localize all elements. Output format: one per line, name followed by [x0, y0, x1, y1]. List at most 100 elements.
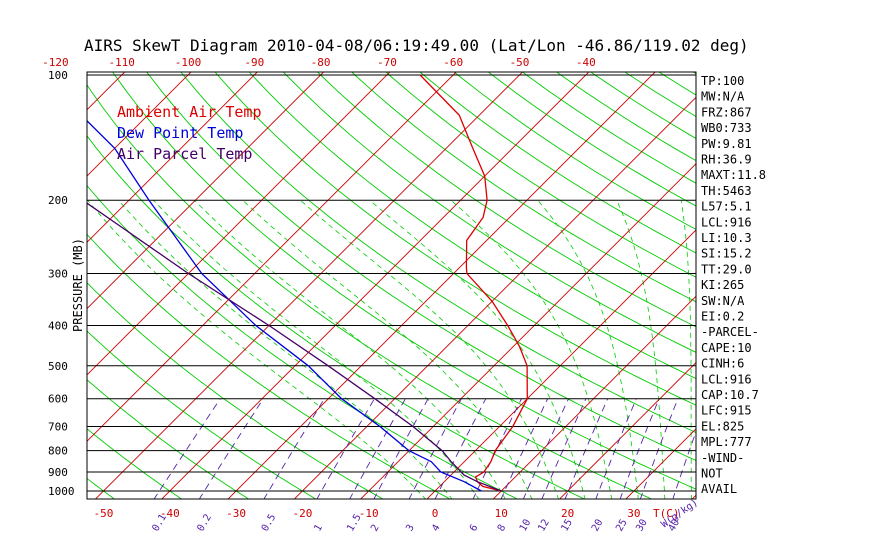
- mixing-ratio-label: 1: [312, 523, 325, 534]
- top-temp-tick-label: -100: [175, 56, 202, 69]
- isotherm-line: [426, 229, 696, 499]
- dry-adiabat-line: [87, 84, 653, 499]
- isotherm-line: [87, 72, 325, 310]
- mixing-ratio-line: [434, 398, 487, 499]
- side-panel-stat: EI:0.2: [701, 310, 744, 324]
- dry-adiabat-line: [180, 72, 696, 434]
- isotherm-line: [94, 72, 524, 499]
- top-temp-tick-label: -70: [377, 56, 397, 69]
- side-panel-stat: SI:15.2: [701, 247, 752, 261]
- mixing-ratio-label: 12: [536, 518, 552, 534]
- dry-adiabat-line: [316, 72, 696, 328]
- side-panel-stat: TT:29.0: [701, 262, 752, 276]
- pressure-tick-label: 200: [48, 194, 68, 207]
- mixing-ratio-line: [408, 398, 462, 499]
- bottom-temp-tick-label: 20: [561, 507, 574, 520]
- side-panel-stat: CINH:6: [701, 357, 744, 371]
- pressure-tick-label: 600: [48, 393, 68, 406]
- side-panel-stat: LCL:916: [701, 372, 752, 386]
- side-panel-stat: AVAIL: [701, 482, 737, 496]
- side-panel-stat: KI:265: [701, 278, 744, 292]
- dry-adiabat-line: [521, 72, 696, 184]
- moist-adiabat-line: [87, 199, 426, 499]
- side-panel-stat: RH:36.9: [701, 153, 752, 167]
- pressure-tick-label: 1000: [48, 485, 75, 498]
- moist-adiabat-line: [194, 199, 506, 499]
- side-panel-stat: MW:N/A: [701, 90, 745, 104]
- top-temp-tick-label: -50: [510, 56, 530, 69]
- mixing-ratio-label: 30: [634, 518, 650, 534]
- side-panel-stat: LCL:916: [701, 215, 752, 229]
- mixing-ratio-label: 6: [468, 523, 481, 534]
- side-panel-stat: CAP:10.7: [701, 388, 759, 402]
- dry-adiabat-line: [214, 72, 696, 406]
- isotherm-line: [87, 72, 192, 177]
- side-panel-stat: PW:9.81: [701, 137, 752, 151]
- moist-adiabat-line: [242, 199, 533, 499]
- dry-adiabat-line: [87, 379, 250, 499]
- bottom-temp-tick-label: 30: [627, 507, 640, 520]
- parcel-temp-line: [87, 202, 502, 492]
- isotherm-line: [758, 56, 870, 500]
- moist-adiabat-line: [118, 199, 453, 499]
- moist-adiabat-line: [153, 199, 480, 499]
- dry-adiabat-line: [87, 233, 452, 499]
- side-panel-stat: NOT: [701, 467, 723, 481]
- isotherm-line: [293, 96, 696, 499]
- isotherm-line: [360, 163, 696, 499]
- dry-adiabat-line: [87, 282, 384, 499]
- mixing-ratio-line: [522, 398, 570, 499]
- isotherm-line: [0, 56, 8, 500]
- side-panel-stat: WB0:733: [701, 121, 752, 135]
- mixing-ratio-line: [541, 398, 587, 499]
- grid-layer: [0, 56, 870, 500]
- isotherm-line: [87, 72, 391, 376]
- isotherm-line: [87, 72, 258, 243]
- bottom-temp-tick-label: -40: [160, 507, 180, 520]
- side-panel-stat: LFC:915: [701, 404, 752, 418]
- chart-title: AIRS SkewT Diagram 2010-04-08/06:19:49.0…: [84, 36, 749, 55]
- mixing-ratio-line: [595, 398, 637, 499]
- moist-adiabat-line: [680, 200, 692, 499]
- dry-adiabat-line: [0, 56, 48, 500]
- pressure-tick-label: 800: [48, 445, 68, 458]
- moist-adiabat-line: [616, 200, 666, 499]
- isotherm-line: [87, 72, 457, 442]
- dry-adiabat-line: [87, 135, 586, 499]
- dry-adiabat-line: [146, 72, 696, 461]
- dry-adiabat-line: [87, 330, 317, 499]
- mixing-ratio-line: [639, 398, 679, 499]
- bottom-temp-tick-label: 10: [495, 507, 508, 520]
- mixing-ratio-label: 2: [369, 523, 382, 534]
- mixing-ratio-line: [564, 398, 609, 499]
- dry-adiabat-line: [385, 72, 696, 278]
- mixing-ratio-label: 4: [430, 523, 443, 534]
- dry-adiabat-line: [112, 72, 696, 490]
- top-temp-tick-label: -120: [42, 56, 69, 69]
- isotherm-line: [492, 295, 696, 499]
- frame-layer: [86, 71, 697, 500]
- side-panel-stat: LI:10.3: [701, 231, 752, 245]
- dry-adiabat-line: [87, 184, 519, 499]
- series-layer: [87, 74, 528, 492]
- y-axis-label: PRESSURE (MB): [71, 238, 85, 332]
- mixing-ratio-label: 10: [518, 518, 534, 534]
- pressure-tick-label: 500: [48, 360, 68, 373]
- side-panel-stat: L57:5.1: [701, 200, 752, 214]
- top-temp-tick-label: -90: [244, 56, 264, 69]
- pressure-tick-label: 700: [48, 421, 68, 434]
- mixing-ratio-label: 40: [667, 518, 683, 534]
- side-panel-stat: CAPE:10: [701, 341, 752, 355]
- top-temp-tick-label: -110: [108, 56, 135, 69]
- dry-adiabat-line: [419, 72, 696, 254]
- mixing-ratio-label: 3: [404, 523, 417, 534]
- mixing-ratio-label: 20: [590, 518, 606, 534]
- mixing-ratio-label: 0.2: [195, 512, 214, 533]
- side-panel-stat: -WIND-: [701, 451, 744, 465]
- dry-adiabat-line: [692, 72, 696, 75]
- bottom-temp-tick-label: -50: [94, 507, 114, 520]
- dry-adiabat-line: [351, 72, 696, 303]
- mixing-ratio-label: 15: [559, 518, 575, 534]
- bottom-temp-tick-label: -20: [292, 507, 312, 520]
